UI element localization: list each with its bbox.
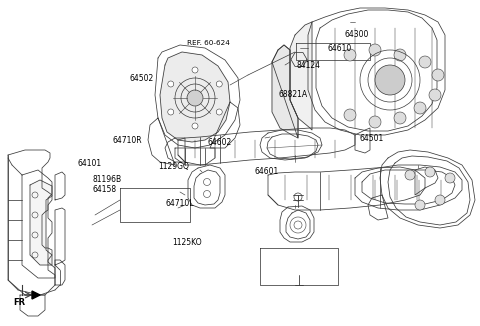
Circle shape	[394, 49, 406, 61]
Text: 81196B: 81196B	[92, 175, 121, 184]
Polygon shape	[308, 8, 445, 135]
Circle shape	[369, 44, 381, 56]
Circle shape	[216, 81, 222, 87]
Polygon shape	[188, 165, 225, 208]
Polygon shape	[355, 165, 462, 210]
Polygon shape	[280, 206, 314, 242]
Circle shape	[425, 167, 435, 177]
Circle shape	[216, 109, 222, 115]
Polygon shape	[30, 180, 52, 265]
Text: 68821A: 68821A	[278, 90, 308, 99]
Circle shape	[168, 109, 174, 115]
Circle shape	[168, 81, 174, 87]
Polygon shape	[272, 45, 298, 138]
Circle shape	[369, 116, 381, 128]
Circle shape	[415, 200, 425, 210]
Text: 64101: 64101	[78, 159, 102, 168]
Polygon shape	[22, 170, 55, 278]
Polygon shape	[260, 130, 322, 160]
Polygon shape	[160, 52, 230, 142]
Polygon shape	[32, 291, 40, 299]
Circle shape	[394, 112, 406, 124]
Polygon shape	[178, 128, 355, 165]
Text: 1125KO: 1125KO	[172, 238, 202, 247]
Polygon shape	[8, 150, 55, 295]
Text: 64610: 64610	[328, 44, 352, 53]
Text: FR: FR	[13, 298, 25, 307]
Circle shape	[187, 90, 203, 106]
Circle shape	[405, 170, 415, 180]
Polygon shape	[290, 22, 312, 130]
Text: 1129GQ: 1129GQ	[158, 162, 189, 171]
Circle shape	[192, 67, 198, 73]
Circle shape	[192, 123, 198, 129]
Polygon shape	[268, 167, 425, 210]
Text: 84124: 84124	[297, 61, 321, 70]
Circle shape	[414, 102, 426, 114]
Circle shape	[344, 109, 356, 121]
Text: REF. 60-624: REF. 60-624	[187, 40, 230, 46]
Circle shape	[344, 49, 356, 61]
Circle shape	[375, 65, 405, 95]
Text: 64710L: 64710L	[166, 199, 194, 208]
Text: 64710R: 64710R	[113, 136, 143, 145]
Circle shape	[435, 195, 445, 205]
Circle shape	[445, 173, 455, 183]
Text: 64502: 64502	[130, 74, 154, 83]
Circle shape	[419, 56, 431, 68]
Text: 64501: 64501	[359, 134, 384, 143]
Polygon shape	[380, 150, 475, 228]
Text: 64601: 64601	[254, 167, 279, 176]
Text: 64158: 64158	[92, 185, 116, 194]
Text: 64602: 64602	[207, 138, 232, 147]
Circle shape	[429, 89, 441, 101]
Polygon shape	[155, 45, 240, 148]
Text: 64300: 64300	[345, 30, 369, 39]
Circle shape	[432, 69, 444, 81]
